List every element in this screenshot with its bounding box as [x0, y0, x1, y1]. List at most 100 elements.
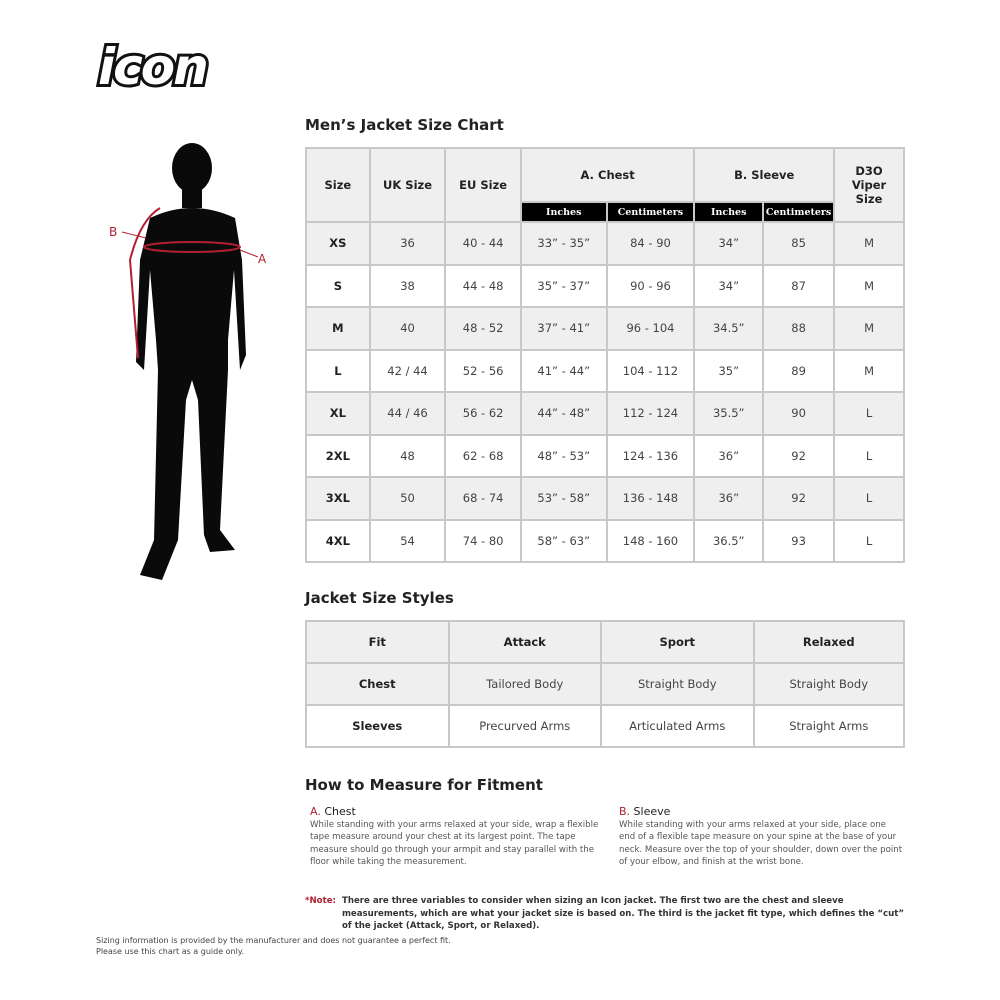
size-cell: 36.5” — [693, 518, 765, 563]
size-cell: 74 - 80 — [444, 518, 522, 563]
size-cell: 87 — [762, 263, 836, 308]
disclaimer-line-2: Please use this chart as a guide only. — [96, 947, 244, 956]
size-cell: 92 — [762, 476, 836, 521]
size-cell: 104 - 112 — [605, 348, 696, 393]
styles-cell: Straight Body — [752, 662, 905, 706]
size-cell: 50 — [368, 476, 447, 521]
size-cell: 33” - 35” — [519, 221, 608, 266]
size-cell: 90 — [762, 391, 836, 436]
body-silhouette-figure: B A — [109, 143, 267, 580]
size-row: XL 44 / 46 56 - 62 44” - 48” 112 - 124 35.5” 9… — [305, 391, 905, 436]
size-cell: 68 - 74 — [444, 476, 522, 521]
size-row: M 40 48 - 52 37” - 41” 96 - 104 34.5” 88 M — [305, 306, 905, 351]
styles-header-fit: Fit — [305, 620, 450, 664]
size-cell: 48 - 52 — [444, 306, 522, 351]
styles-cell: Chest — [305, 662, 450, 706]
size-cell: L — [833, 391, 905, 436]
size-cell: S — [305, 263, 371, 308]
styles-row: Chest Tailored Body Straight Body Straight … — [305, 662, 905, 706]
header-sleeve: B. Sleeve — [693, 147, 836, 202]
subheader-chest-cm: Centimeters — [605, 201, 696, 223]
measure-title: How to Measure for Fitment — [305, 776, 543, 794]
size-cell: 40 - 44 — [444, 221, 522, 266]
size-cell: 4XL — [305, 518, 371, 563]
label-b: B — [109, 225, 117, 239]
size-cell: 44 - 48 — [444, 263, 522, 308]
size-cell: M — [833, 306, 905, 351]
sleeve-text: While standing with your arms relaxed at… — [619, 819, 903, 868]
size-cell: 40 — [368, 306, 447, 351]
size-cell: 96 - 104 — [605, 306, 696, 351]
subheader-sleeve-cm: Centimeters — [762, 201, 836, 223]
size-row: 3XL 50 68 - 74 53” - 58” 136 - 148 36” 92 L — [305, 476, 905, 521]
size-cell: 35” - 37” — [519, 263, 608, 308]
chest-letter: A. — [310, 805, 321, 818]
size-cell: 93 — [762, 518, 836, 563]
size-cell: 54 — [368, 518, 447, 563]
size-cell: 85 — [762, 221, 836, 266]
chest-heading: Chest — [324, 805, 356, 818]
size-chart-table: Size UK Size EU Size A. Chest B. Sleeve … — [305, 147, 905, 563]
styles-cell: Straight Body — [599, 662, 755, 706]
size-cell: 136 - 148 — [605, 476, 696, 521]
size-row: 4XL 54 74 - 80 58” - 63” 148 - 160 36.5” 93 L — [305, 518, 905, 563]
size-cell: 92 — [762, 433, 836, 478]
size-cell: 36 — [368, 221, 447, 266]
size-cell: 35.5” — [693, 391, 765, 436]
size-cell: M — [833, 221, 905, 266]
header-chest: A. Chest — [519, 147, 696, 202]
size-cell: 88 — [762, 306, 836, 351]
size-cell: M — [305, 306, 371, 351]
size-chart-title: Men’s Jacket Size Chart — [305, 116, 504, 134]
size-cell: 2XL — [305, 433, 371, 478]
size-cell: 44” - 48” — [519, 391, 608, 436]
size-row: L 42 / 44 52 - 56 41” - 44” 104 - 112 35” 89 M — [305, 348, 905, 393]
jacket-styles-table: Fit Attack Sport Relaxed Chest Tailored B… — [305, 620, 905, 748]
size-cell: L — [833, 476, 905, 521]
size-row: 2XL 48 62 - 68 48” - 53” 124 - 136 36” 92 L — [305, 433, 905, 478]
size-cell: 3XL — [305, 476, 371, 521]
size-cell: L — [833, 433, 905, 478]
label-a: A — [258, 252, 267, 266]
size-cell: 34” — [693, 221, 765, 266]
size-cell: 56 - 62 — [444, 391, 522, 436]
disclaimer-line-1: Sizing information is provided by the ma… — [96, 936, 451, 945]
size-row: S 38 44 - 48 35” - 37” 90 - 96 34” 87 M — [305, 263, 905, 308]
subheader-sleeve-inches: Inches — [693, 201, 765, 223]
size-cell: 44 / 46 — [368, 391, 447, 436]
size-cell: XS — [305, 221, 371, 266]
sleeve-instructions: B. Sleeve While standing with your arms … — [619, 805, 904, 869]
header-d3o-viper-size: D3O Viper Size — [833, 147, 905, 223]
size-cell: 41” - 44” — [519, 348, 608, 393]
size-cell: 42 / 44 — [368, 348, 447, 393]
styles-cell: Tailored Body — [447, 662, 602, 706]
styles-cell: Precurved Arms — [447, 704, 602, 748]
header-eu-size: EU Size — [444, 147, 522, 223]
size-cell: 112 - 124 — [605, 391, 696, 436]
size-cell: XL — [305, 391, 371, 436]
size-cell: L — [305, 348, 371, 393]
note-text: There are three variables to consider wh… — [341, 896, 905, 931]
svg-text:icon: icon — [98, 38, 207, 94]
size-cell: 62 - 68 — [444, 433, 522, 478]
size-cell: L — [833, 518, 905, 563]
header-size: Size — [305, 147, 371, 223]
header-uk-size: UK Size — [368, 147, 447, 223]
sleeve-heading: Sleeve — [633, 805, 671, 818]
chest-instructions: A. Chest While standing with your arms r… — [310, 805, 605, 869]
note: *Note: There are three variables to cons… — [305, 895, 905, 933]
chest-text: While standing with your arms relaxed at… — [310, 819, 599, 868]
size-cell: 38 — [368, 263, 447, 308]
styles-cell: Articulated Arms — [599, 704, 755, 748]
styles-header-sport: Sport — [599, 620, 755, 664]
size-cell: 48” - 53” — [519, 433, 608, 478]
size-cell: 84 - 90 — [605, 221, 696, 266]
styles-cell: Sleeves — [305, 704, 450, 748]
note-label: *Note: — [305, 896, 336, 906]
size-cell: 148 - 160 — [605, 518, 696, 563]
styles-header-relaxed: Relaxed — [752, 620, 905, 664]
disclaimer: Sizing information is provided by the ma… — [96, 935, 451, 957]
size-cell: 124 - 136 — [605, 433, 696, 478]
sleeve-letter: B. — [619, 805, 631, 818]
